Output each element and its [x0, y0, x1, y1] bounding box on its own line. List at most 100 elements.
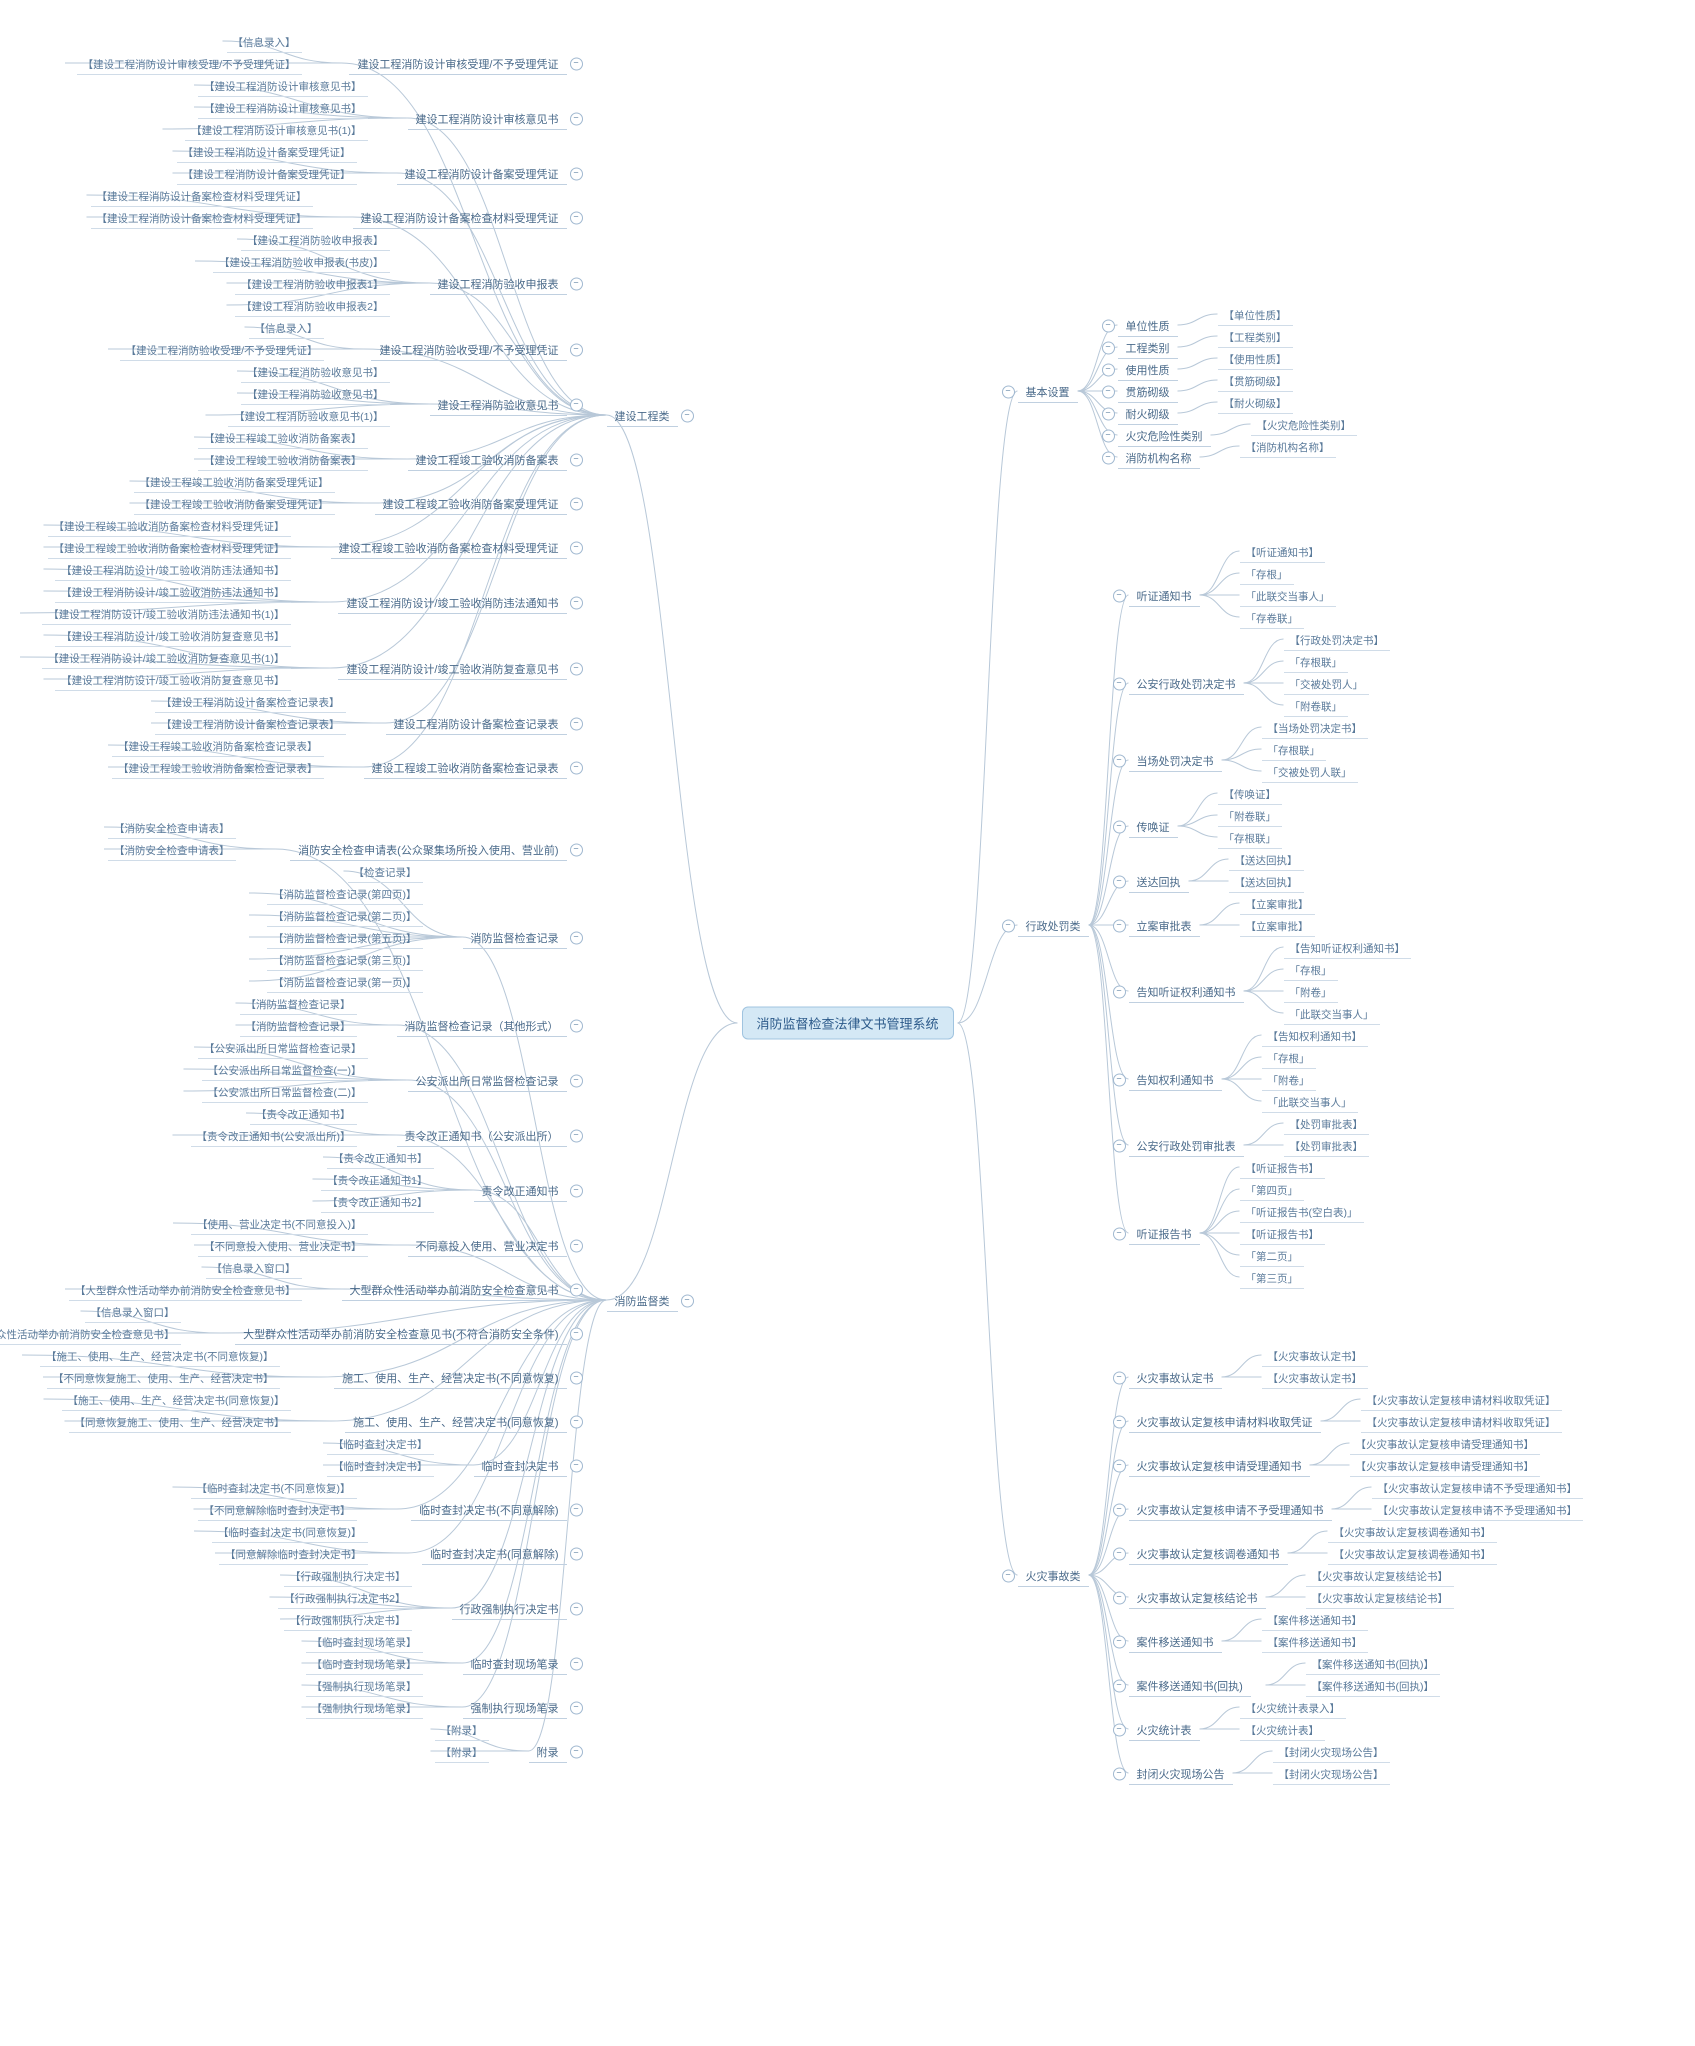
leaf-node[interactable]: 【火灾危险性类别】	[1251, 416, 1358, 436]
node-node[interactable]: 使用性质−	[1118, 360, 1178, 381]
node-node[interactable]: 临时查封决定书−	[474, 1456, 567, 1477]
toggle-icon[interactable]: −	[570, 1240, 583, 1253]
leaf-node[interactable]: 【火灾事故认定书】	[1262, 1369, 1369, 1389]
leaf-node[interactable]: 【建设工程消防验收意见书】	[241, 385, 390, 405]
leaf-node[interactable]: 【公安派出所日常监督检查记录】	[198, 1039, 368, 1059]
node-node[interactable]: 临时查封决定书(同意解除)−	[422, 1544, 566, 1565]
leaf-node[interactable]: 【处罚审批表】	[1284, 1137, 1370, 1157]
leaf-node[interactable]: 【火灾统计表录入】	[1240, 1699, 1347, 1719]
toggle-icon[interactable]: −	[1113, 1724, 1126, 1737]
leaf-node[interactable]: 【强制执行现场笔录】	[306, 1699, 423, 1719]
node-node[interactable]: 不同意投入使用、营业决定书−	[408, 1236, 567, 1257]
leaf-node[interactable]: 「交被处罚人联」	[1262, 763, 1358, 783]
leaf-node[interactable]: 【大型群众性活动举办前消防安全检查意见书】	[69, 1281, 302, 1301]
node-node[interactable]: 消防监督类−	[607, 1291, 678, 1312]
node-node[interactable]: 建设工程类−	[607, 406, 678, 427]
leaf-node[interactable]: 【建设工程消防验收申报表1】	[235, 275, 389, 295]
leaf-node[interactable]: 【同意解除临时查封决定书】	[219, 1545, 368, 1565]
leaf-node[interactable]: 【消防监督检查记录(第三页)】	[267, 951, 423, 971]
toggle-icon[interactable]: −	[570, 344, 583, 357]
leaf-node[interactable]: 【施工、使用、生产、经营决定书(不同意恢复)】	[40, 1347, 280, 1367]
node-node[interactable]: 告知听证权利通知书−	[1129, 982, 1244, 1003]
toggle-icon[interactable]: −	[570, 1746, 583, 1759]
leaf-node[interactable]: 【建设工程消防设计备案检查记录表】	[155, 693, 346, 713]
leaf-node[interactable]: 【临时查封决定书】	[327, 1457, 434, 1477]
node-node[interactable]: 案件移送通知书(回执)−	[1129, 1676, 1251, 1697]
leaf-node[interactable]: 【封闭火灾现场公告】	[1273, 1765, 1390, 1785]
leaf-node[interactable]: 【公安派出所日常监督检查(二)】	[202, 1083, 368, 1103]
toggle-icon[interactable]: −	[1002, 1570, 1015, 1583]
leaf-node[interactable]: 「第二页」	[1240, 1247, 1305, 1267]
leaf-node[interactable]: 【附录】	[435, 1743, 489, 1763]
node-node[interactable]: 当场处罚决定书−	[1129, 751, 1222, 772]
toggle-icon[interactable]: −	[570, 498, 583, 511]
leaf-node[interactable]: 【火灾事故认定复核结论书】	[1306, 1567, 1455, 1587]
toggle-icon[interactable]: −	[570, 1460, 583, 1473]
leaf-node[interactable]: 【同意恢复施工、使用、生产、经营决定书】	[69, 1413, 291, 1433]
toggle-icon[interactable]: −	[570, 1658, 583, 1671]
toggle-icon[interactable]: −	[1113, 678, 1126, 691]
toggle-icon[interactable]: −	[570, 1284, 583, 1297]
toggle-icon[interactable]: −	[1113, 1228, 1126, 1241]
leaf-node[interactable]: 【大型群众性活动举办前消防安全检查意见书】	[0, 1325, 181, 1345]
leaf-node[interactable]: 【单位性质】	[1218, 306, 1293, 326]
toggle-icon[interactable]: −	[1113, 1372, 1126, 1385]
leaf-node[interactable]: 【信息录入】	[227, 33, 302, 53]
leaf-node[interactable]: 【建设工程消防设计审核意见书】	[198, 77, 368, 97]
node-node[interactable]: 火灾危险性类别−	[1118, 426, 1211, 447]
toggle-icon[interactable]: −	[681, 410, 694, 423]
leaf-node[interactable]: 【建设工程消防设计审核意见书】	[198, 99, 368, 119]
leaf-node[interactable]: 【建设工程消防设计备案受理凭证】	[177, 165, 357, 185]
leaf-node[interactable]: 【消防监督检查记录(第一页)】	[267, 973, 423, 993]
toggle-icon[interactable]: −	[1102, 320, 1115, 333]
toggle-icon[interactable]: −	[570, 399, 583, 412]
node-node[interactable]: 传唤证−	[1129, 817, 1178, 838]
node-node[interactable]: 火灾事故认定书−	[1129, 1368, 1222, 1389]
leaf-node[interactable]: 【火灾事故认定复核调卷通知书】	[1328, 1523, 1498, 1543]
toggle-icon[interactable]: −	[1102, 364, 1115, 377]
toggle-icon[interactable]: −	[1113, 1504, 1126, 1517]
toggle-icon[interactable]: −	[1113, 876, 1126, 889]
leaf-node[interactable]: 【检查记录】	[348, 863, 423, 883]
leaf-node[interactable]: 【责令改正通知书(公安派出所)】	[191, 1127, 357, 1147]
toggle-icon[interactable]: −	[1113, 1416, 1126, 1429]
toggle-icon[interactable]: −	[1102, 386, 1115, 399]
leaf-node[interactable]: 【听证报告书】	[1240, 1159, 1326, 1179]
node-node[interactable]: 告知权利通知书−	[1129, 1070, 1222, 1091]
leaf-node[interactable]: 「存根」	[1284, 961, 1338, 981]
node-node[interactable]: 工程类别−	[1118, 338, 1178, 359]
leaf-node[interactable]: 【消防监督检查记录】	[240, 995, 357, 1015]
leaf-node[interactable]: 【建设工程消防设计备案受理凭证】	[177, 143, 357, 163]
node-node[interactable]: 消防安全检查申请表(公众聚集场所投入使用、营业前)−	[290, 840, 566, 861]
toggle-icon[interactable]: −	[570, 1548, 583, 1561]
node-node[interactable]: 附录−	[529, 1742, 567, 1763]
leaf-node[interactable]: 【临时查封现场笔录】	[306, 1655, 423, 1675]
leaf-node[interactable]: 【行政强制执行决定书】	[284, 1567, 412, 1587]
node-node[interactable]: 行政处罚类−	[1018, 916, 1089, 937]
leaf-node[interactable]: 【建设工程竣工验收消防备案检查材料受理凭证】	[48, 517, 291, 537]
node-node[interactable]: 建设工程竣工验收消防备案表−	[408, 450, 567, 471]
node-node[interactable]: 案件移送通知书−	[1129, 1632, 1222, 1653]
leaf-node[interactable]: 「存根联」	[1284, 653, 1349, 673]
leaf-node[interactable]: 「存根」	[1240, 565, 1294, 585]
leaf-node[interactable]: 【建设工程消防设计审核受理/不予受理凭证】	[77, 55, 302, 75]
leaf-node[interactable]: 【火灾事故认定复核结论书】	[1306, 1589, 1455, 1609]
leaf-node[interactable]: 【使用性质】	[1218, 350, 1293, 370]
node-node[interactable]: 公安派出所日常监督检查记录−	[408, 1071, 567, 1092]
node-node[interactable]: 公安行政处罚决定书−	[1129, 674, 1244, 695]
leaf-node[interactable]: 「存根联」	[1218, 829, 1283, 849]
leaf-node[interactable]: 【火灾事故认定复核申请材料收取凭证】	[1361, 1413, 1562, 1433]
leaf-node[interactable]: 【信息录入窗口】	[85, 1303, 181, 1323]
leaf-node[interactable]: 【行政强制执行决定书】	[284, 1611, 412, 1631]
leaf-node[interactable]: 【建设工程消防设计/竣工验收消防复查意见书(1)】	[42, 649, 290, 669]
leaf-node[interactable]: 【建设工程消防设计/竣工验收消防违法通知书】	[55, 583, 290, 603]
leaf-node[interactable]: 【不同意投入使用、营业决定书】	[198, 1237, 368, 1257]
toggle-icon[interactable]: −	[570, 1416, 583, 1429]
toggle-icon[interactable]: −	[570, 718, 583, 731]
toggle-icon[interactable]: −	[1113, 1074, 1126, 1087]
toggle-icon[interactable]: −	[570, 454, 583, 467]
node-node[interactable]: 听证报告书−	[1129, 1224, 1200, 1245]
leaf-node[interactable]: 「附卷」	[1262, 1071, 1316, 1091]
leaf-node[interactable]: 「听证报告书(空白表)」	[1240, 1203, 1364, 1223]
leaf-node[interactable]: 【建设工程消防设计/竣工验收消防复查意见书】	[55, 671, 290, 691]
